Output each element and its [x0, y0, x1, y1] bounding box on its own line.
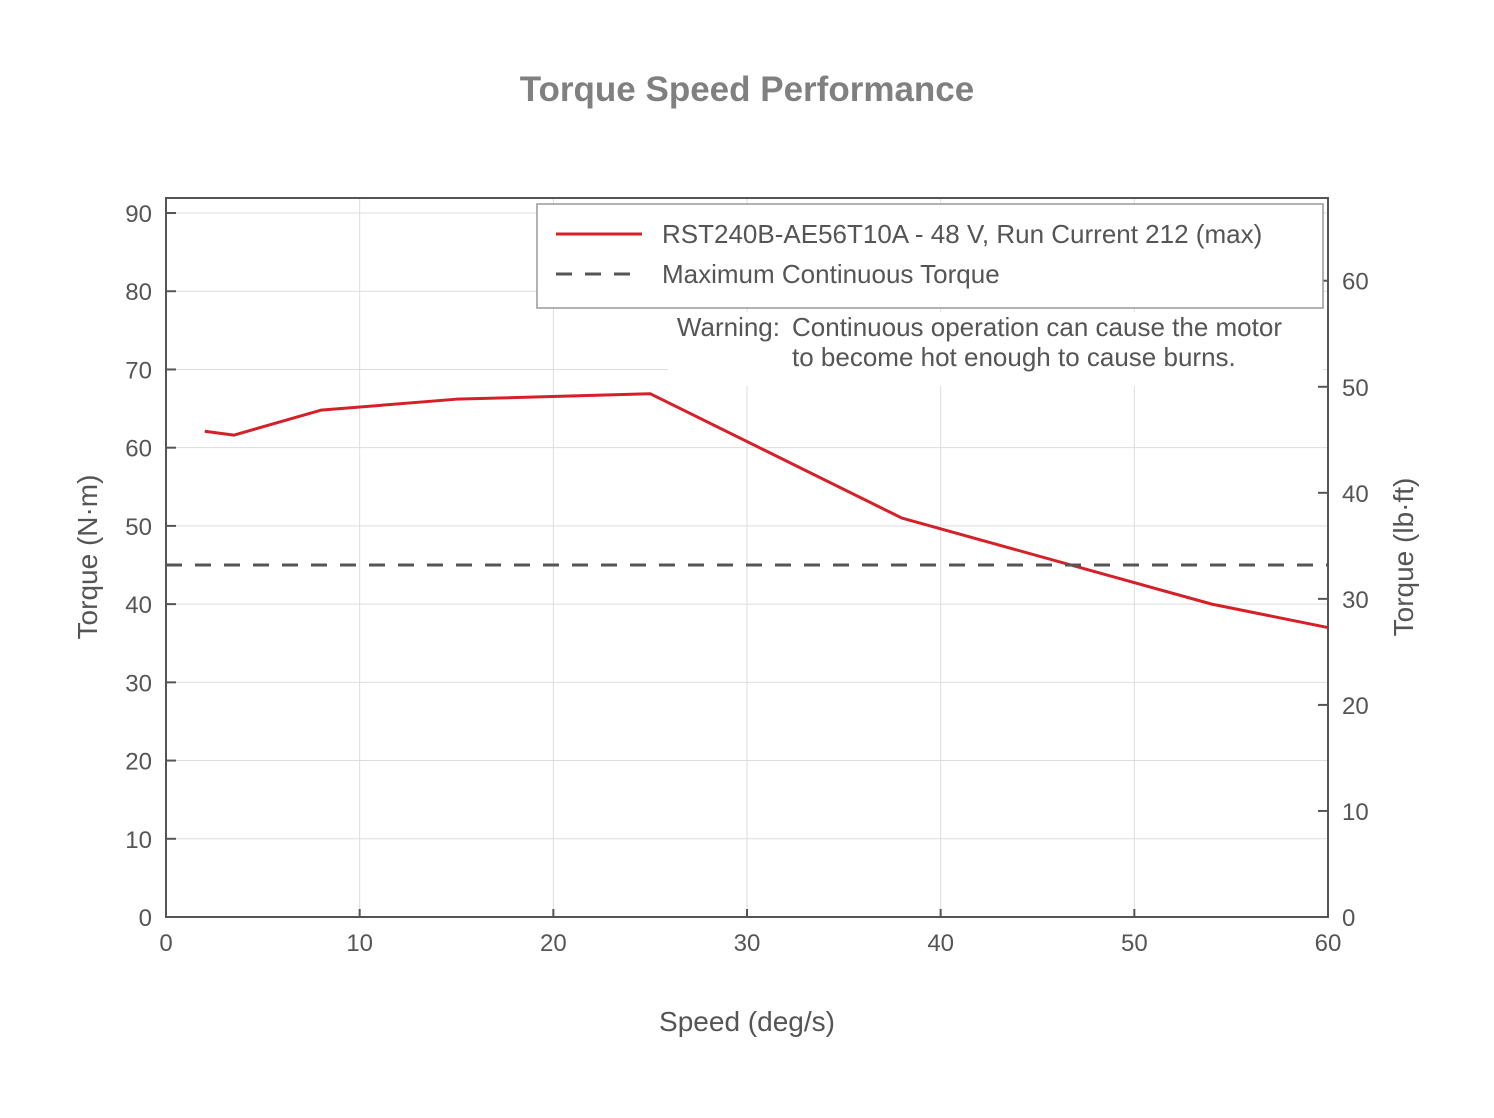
y-tick-label: 60 [125, 436, 152, 463]
y-tick-label: 70 [125, 357, 152, 384]
legend-label-series-1: RST240B-AE56T10A - 48 V, Run Current 212… [662, 219, 1262, 249]
y-tick-label: 90 [125, 201, 152, 228]
y-tick-label: 50 [125, 514, 152, 541]
legend: RST240B-AE56T10A - 48 V, Run Current 212… [536, 203, 1324, 309]
y2-tick-label: 10 [1342, 799, 1369, 826]
x-tick-label: 40 [927, 930, 954, 957]
x-tick-label: 30 [734, 930, 761, 957]
y-tick-label: 80 [125, 279, 152, 306]
x-tick-label: 0 [159, 930, 172, 957]
legend-box [536, 203, 1324, 309]
series-layer [166, 392, 1329, 630]
x-tick-label: 60 [1315, 930, 1342, 957]
x-tick-label: 10 [346, 930, 373, 957]
warning-line-2: to become hot enough to cause burns. [792, 342, 1236, 372]
y2-tick-label: 60 [1342, 269, 1369, 296]
series-line-1 [204, 392, 1329, 630]
warning-background [668, 312, 1323, 386]
y2-tick-label: 20 [1342, 693, 1369, 720]
y-tick-label: 0 [139, 905, 152, 932]
x-tick-label: 20 [540, 930, 567, 957]
y2-tick-label: 30 [1342, 587, 1369, 614]
x-axis-label: Speed (deg/s) [659, 1006, 835, 1037]
chart-title: Torque Speed Performance [520, 70, 974, 109]
y-tick-label: 30 [125, 670, 152, 697]
y2-tick-label: 40 [1342, 481, 1369, 508]
x-tick-label: 50 [1121, 930, 1148, 957]
y2-tick-label: 50 [1342, 375, 1369, 402]
y-tick-label: 40 [125, 592, 152, 619]
ticks: 0 10 20 30 40 50 60010203040506070809001020304… [125, 201, 1368, 957]
warning-line-1: Continuous operation can cause the motor [792, 312, 1282, 342]
y-tick-label: 10 [125, 827, 152, 854]
y-axis-label: Torque (N·m) [72, 475, 103, 640]
y2-axis-label: Torque (lb·ft) [1388, 478, 1419, 637]
warning-label: Warning: [677, 312, 780, 342]
y-tick-label: 20 [125, 749, 152, 776]
legend-label-series-2: Maximum Continuous Torque [662, 259, 1000, 289]
y2-tick-label: 0 [1342, 905, 1355, 932]
